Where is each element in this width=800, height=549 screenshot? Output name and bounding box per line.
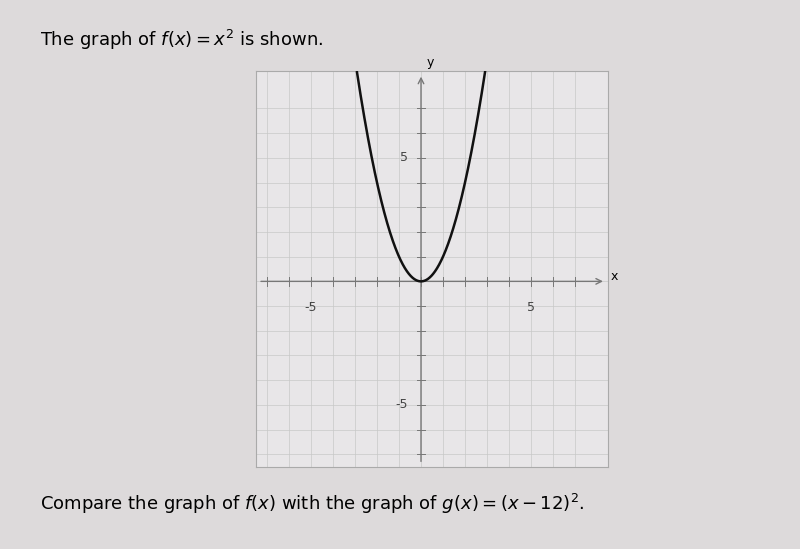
Text: 5: 5 (527, 301, 535, 314)
Text: The graph of $f(x) = x^2$ is shown.: The graph of $f(x) = x^2$ is shown. (40, 27, 323, 52)
Text: -5: -5 (305, 301, 318, 314)
Text: Compare the graph of $f(x)$ with the graph of $g(x) = (x - 12)^2$.: Compare the graph of $f(x)$ with the gra… (40, 492, 584, 516)
Text: -5: -5 (395, 399, 408, 411)
Text: y: y (426, 56, 434, 69)
Text: 5: 5 (400, 152, 408, 164)
Text: x: x (610, 270, 618, 283)
